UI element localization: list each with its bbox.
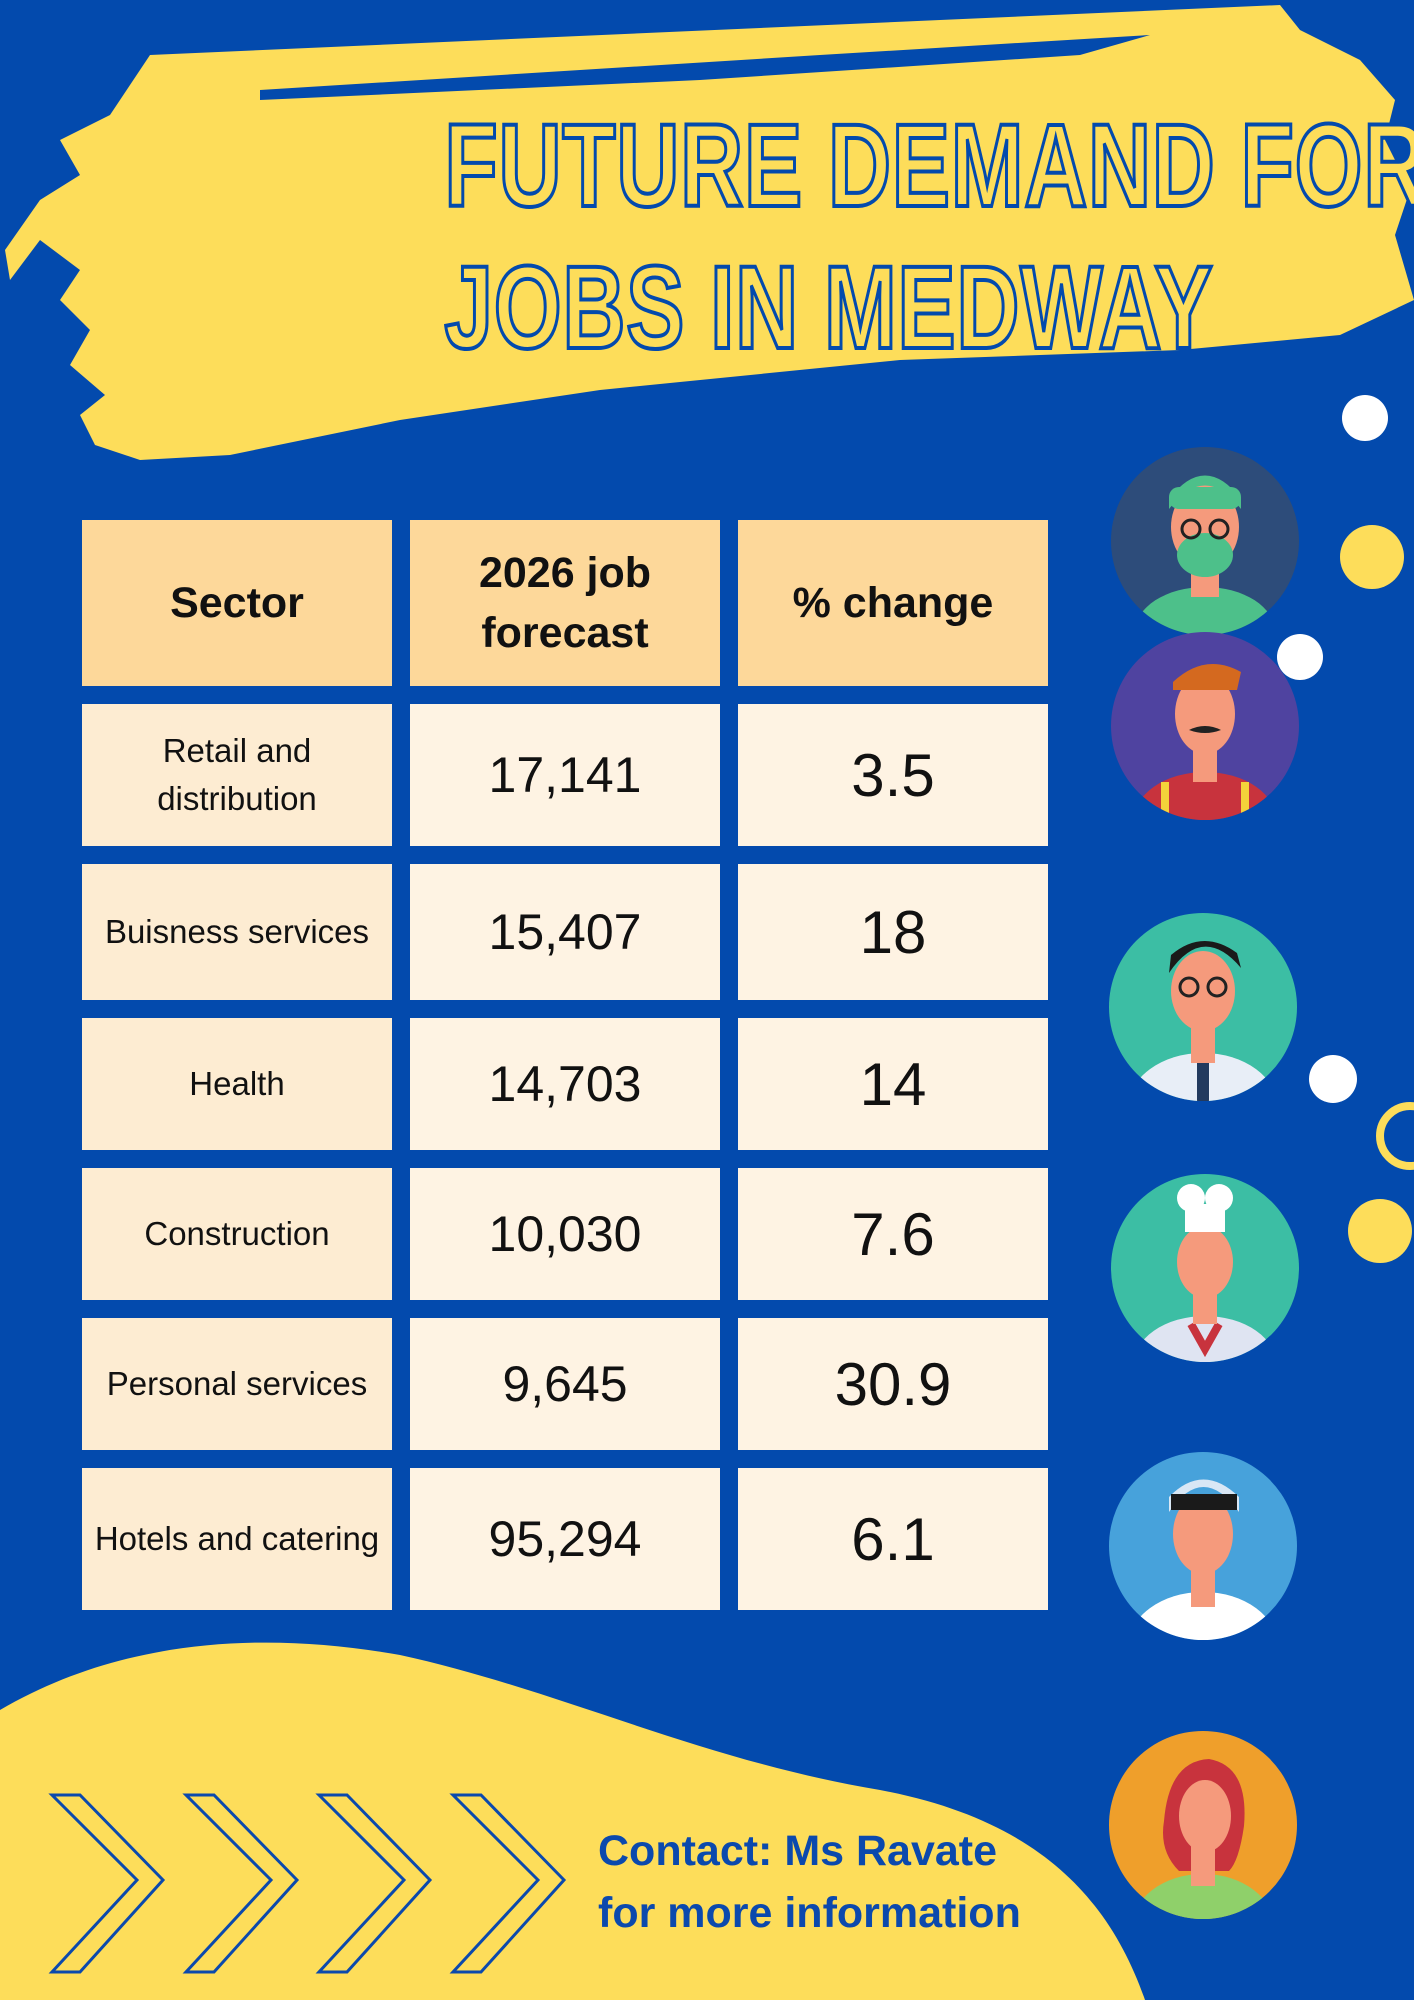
dot xyxy=(1340,525,1404,589)
chevron-right-icon xyxy=(182,1793,300,1974)
column-header-forecast: 2026 job forecast xyxy=(410,520,720,686)
change-cell: 14 xyxy=(738,1018,1048,1150)
title-line-1: FUTURE DEMAND FOR xyxy=(443,98,1414,234)
sector-cell: Hotels and catering xyxy=(82,1468,392,1610)
table-row: Hotels and catering 95,294 6.1 xyxy=(82,1468,1048,1610)
bottom-wave xyxy=(0,1642,1145,2000)
sector-cell: Health xyxy=(82,1018,392,1150)
ring xyxy=(1376,1102,1414,1170)
mustache-worker-icon xyxy=(1111,632,1299,820)
page-title: FUTURE DEMAND FOR JOBS IN MEDWAY xyxy=(443,95,1414,379)
chevron-right-icon xyxy=(48,1793,166,1974)
nurse-icon xyxy=(1109,1452,1297,1640)
forecast-cell: 14,703 xyxy=(410,1018,720,1150)
chef-icon xyxy=(1111,1174,1299,1362)
forecast-cell: 10,030 xyxy=(410,1168,720,1300)
chevron-arrows xyxy=(48,1793,567,1974)
doctor-icon xyxy=(1109,913,1297,1101)
contact-info: Contact: Ms Ravate for more information xyxy=(598,1820,1118,1944)
contact-line-1: Contact: Ms Ravate xyxy=(598,1827,998,1875)
table-row: Construction 10,030 7.6 xyxy=(82,1168,1048,1300)
chevron-right-icon xyxy=(449,1793,567,1974)
dot xyxy=(1309,1055,1357,1103)
forecast-cell: 15,407 xyxy=(410,864,720,1000)
brush-stroke xyxy=(5,5,1414,460)
change-cell: 7.6 xyxy=(738,1168,1048,1300)
sector-cell: Personal services xyxy=(82,1318,392,1450)
contact-line-2: for more information xyxy=(598,1889,1021,1937)
dot xyxy=(1277,634,1323,680)
table-header-row: Sector 2026 job forecast % change xyxy=(82,520,1048,686)
sector-cell: Retail and distribution xyxy=(82,704,392,846)
forecast-cell: 95,294 xyxy=(410,1468,720,1610)
dot xyxy=(1348,1199,1412,1263)
table-row: Buisness services 15,407 18 xyxy=(82,864,1048,1000)
column-header-change: % change xyxy=(738,520,1048,686)
jobs-table: Sector 2026 job forecast % change Retail… xyxy=(64,502,1066,1628)
forecast-cell: 17,141 xyxy=(410,704,720,846)
dot xyxy=(1342,395,1388,441)
title-line-2: JOBS IN MEDWAY xyxy=(443,240,1214,376)
table-row: Health 14,703 14 xyxy=(82,1018,1048,1150)
chevron-right-icon xyxy=(315,1793,433,1974)
table-row: Retail and distribution 17,141 3.5 xyxy=(82,704,1048,846)
table-row: Personal services 9,645 30.9 xyxy=(82,1318,1048,1450)
surgeon-icon xyxy=(1111,447,1299,635)
gardener-icon xyxy=(1109,1731,1297,1919)
sector-cell: Buisness services xyxy=(82,864,392,1000)
column-header-sector: Sector xyxy=(82,520,392,686)
change-cell: 6.1 xyxy=(738,1468,1048,1610)
forecast-cell: 9,645 xyxy=(410,1318,720,1450)
change-cell: 3.5 xyxy=(738,704,1048,846)
change-cell: 18 xyxy=(738,864,1048,1000)
change-cell: 30.9 xyxy=(738,1318,1048,1450)
sector-cell: Construction xyxy=(82,1168,392,1300)
